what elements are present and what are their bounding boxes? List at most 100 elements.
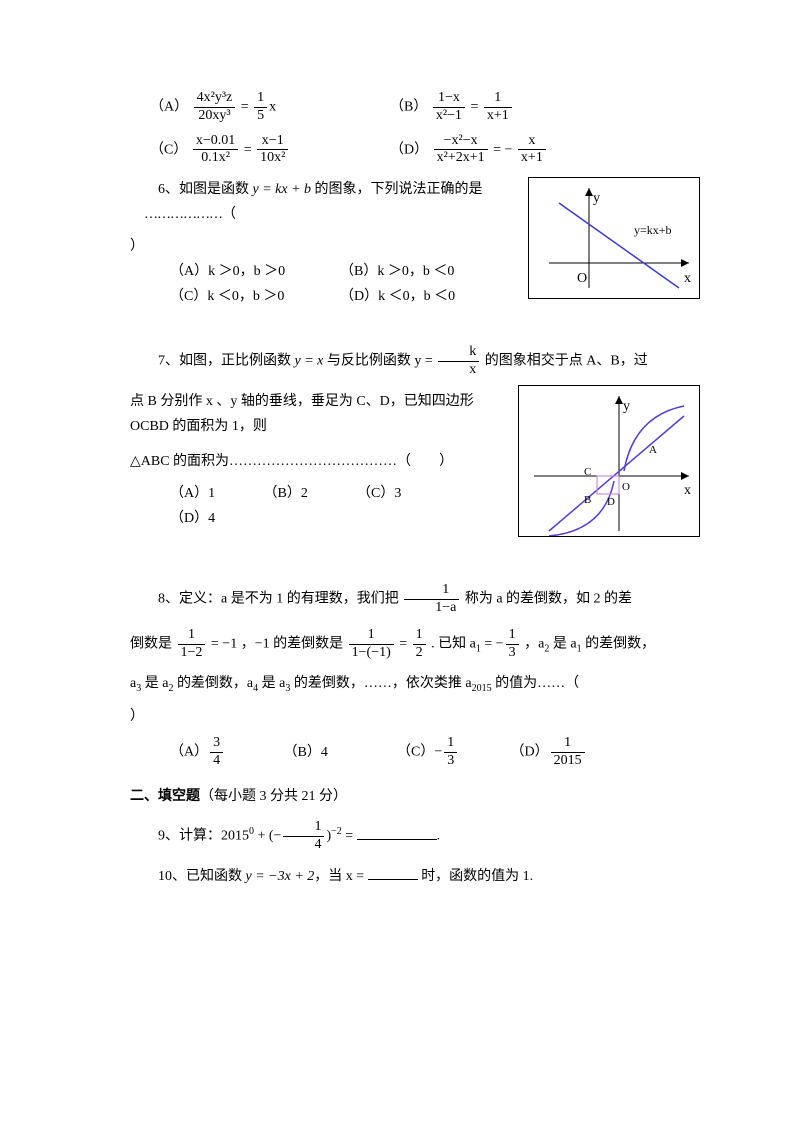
q8-line2: 倒数是 11−2 = −1 ，−1 的差倒数是 11−(−1) = 12 . 已… <box>130 627 700 662</box>
q5-opt-c: （C） x−0.010.1x² = x−110x² <box>150 133 390 168</box>
tail: x <box>269 100 276 115</box>
frac: 11−a <box>404 582 459 617</box>
q8-line1: 8、定义：a 是不为 1 的有理数，我们把 11−a 称为 a 的差倒数，如 2… <box>130 582 700 617</box>
q8-block: 8、定义：a 是不为 1 的有理数，我们把 11−a 称为 a 的差倒数，如 2… <box>110 582 700 770</box>
label: （B） <box>390 100 427 115</box>
eq: = − <box>493 142 512 157</box>
q7-opt-a: （A）1 <box>170 481 260 506</box>
label: （A） <box>170 745 208 760</box>
eq: = −1 <box>207 636 237 651</box>
eq: = − <box>481 636 504 651</box>
text: 称为 a 的差倒数，如 2 的差 <box>465 592 632 607</box>
line-label: y=kx+b <box>634 220 672 242</box>
text: ，−1 的差倒数是 <box>241 636 347 651</box>
dots: ………………（ <box>144 207 235 222</box>
q8-close: ） <box>130 704 700 729</box>
axis-y-label: y <box>593 186 600 211</box>
point-a: A <box>649 441 657 461</box>
close: ） <box>439 454 453 469</box>
frac-lhs: x−0.010.1x² <box>193 133 238 168</box>
text: 的图象相交于点 A、B，过 <box>481 354 647 369</box>
frac: kx <box>438 344 479 379</box>
frac-lhs: −x²−xx²+2x+1 <box>434 133 488 168</box>
text: 倒数是 <box>130 636 176 651</box>
q8-opt-c: （C）−13 <box>397 735 507 770</box>
point-b: B <box>584 491 591 511</box>
linear-graph-icon <box>529 178 699 298</box>
text: 9、计算：2015 <box>158 829 249 844</box>
text: + (− <box>254 829 281 844</box>
sup: −2 <box>331 826 342 837</box>
text: 6、如图是函数 <box>158 182 253 197</box>
answer-blank[interactable] <box>368 865 418 880</box>
frac-rhs: 15 <box>254 90 267 125</box>
eq: = <box>241 100 249 115</box>
text: 10、已知函数 <box>158 869 246 884</box>
text: 的值为……（ <box>492 676 580 691</box>
sub: 2015 <box>472 683 492 694</box>
label: （D） <box>511 745 549 760</box>
frac: 11−2 <box>178 627 206 662</box>
frac: 13 <box>506 627 519 662</box>
frac-rhs: x−110x² <box>257 133 288 168</box>
answer-blank[interactable] <box>357 825 437 840</box>
label: （A） <box>150 100 188 115</box>
text: 的差倒数，a <box>173 676 253 691</box>
frac: 11−(−1) <box>349 627 394 662</box>
q9: 9、计算：20150 + (−14)−2 = . <box>130 819 700 854</box>
formula: y = x <box>295 354 324 369</box>
q6-block: y x O y=kx+b 6、如图是函数 y = kx + b 的图象，下列说法… <box>110 177 700 309</box>
text: 的差倒数，……，依次类推 a <box>290 676 471 691</box>
text: 的图象，下列说法正确的是 <box>311 182 483 197</box>
text: 7、如图，正比例函数 <box>158 354 295 369</box>
q10: 10、已知函数 y = −3x + 2，当 x = 时，函数的值为 1. <box>130 864 700 889</box>
frac-rhs: 1x+1 <box>484 90 512 125</box>
q6-opt-c: （C）k ＜0，b ＞0 <box>170 284 340 309</box>
axis-y-label: y <box>623 394 630 419</box>
eq: = <box>470 100 478 115</box>
point-c: C <box>584 463 591 483</box>
text: = <box>342 829 357 844</box>
q7-figure: y x O A B C D <box>518 385 700 537</box>
q6-opt-b: （B）k ＞0，b ＜0 <box>340 264 454 279</box>
q8-line3: a3 是 a2 的差倒数，a4 是 a3 的差倒数，……，依次类推 a2015 … <box>130 671 700 698</box>
q5-row1: （A） 4x²y³z20xy³ = 15x （B） 1−xx²−1 = 1x+1 <box>150 90 700 125</box>
q6-figure: y x O y=kx+b <box>528 177 700 299</box>
q7-stem-line1: 7、如图，正比例函数 y = x 与反比例函数 y = kx 的图象相交于点 A… <box>130 344 700 379</box>
tail: . <box>437 829 441 844</box>
text: . 已知 a <box>431 636 476 651</box>
q8-opt-d: （D）12015 <box>511 735 621 770</box>
q7-opt-b: （B）2 <box>264 481 354 506</box>
q6-opt-a: （A）k ＞0，b ＞0 <box>170 259 340 284</box>
text: 8、定义：a 是不为 1 的有理数，我们把 <box>158 592 402 607</box>
frac: 14 <box>283 819 324 854</box>
q5-opt-b: （B） 1−xx²−1 = 1x+1 <box>390 90 630 125</box>
q6-opt-d: （D）k ＜0，b ＜0 <box>340 289 455 304</box>
q7-opt-c: （C）3 <box>357 481 447 506</box>
section-2-title: 二、填空题（每小题 3 分共 21 分） <box>130 784 700 809</box>
formula: y = kx + b <box>253 182 312 197</box>
text: ，a <box>524 636 544 651</box>
frac: 13 <box>444 735 457 770</box>
frac-rhs: xx+1 <box>518 133 546 168</box>
text: 是 a <box>549 636 576 651</box>
q7-opt-d: （D）4 <box>170 506 260 531</box>
origin-label: O <box>577 266 587 291</box>
q8-opt-a: （A）34 <box>170 735 280 770</box>
point-d: D <box>607 493 615 513</box>
subtitle-text: （每小题 3 分共 21 分） <box>200 789 347 804</box>
text: ，当 x = <box>314 869 367 884</box>
axis-x-label: x <box>684 266 691 291</box>
frac: 34 <box>210 735 223 770</box>
origin-label: O <box>622 478 630 498</box>
hyperbola-graph-icon <box>519 386 699 536</box>
text: 与反比例函数 <box>323 354 414 369</box>
text: △ABC 的面积为………………………………（ <box>130 454 411 469</box>
q7-block: 7、如图，正比例函数 y = x 与反比例函数 y = kx 的图象相交于点 A… <box>110 344 700 531</box>
label: （C）− <box>397 745 442 760</box>
q5-opt-a: （A） 4x²y³z20xy³ = 15x <box>150 90 390 125</box>
label: （D） <box>390 142 428 157</box>
q8-opt-b: （B）4 <box>284 740 394 765</box>
formula: y = −3x + 2 <box>246 869 315 884</box>
text: 是 a <box>258 676 285 691</box>
